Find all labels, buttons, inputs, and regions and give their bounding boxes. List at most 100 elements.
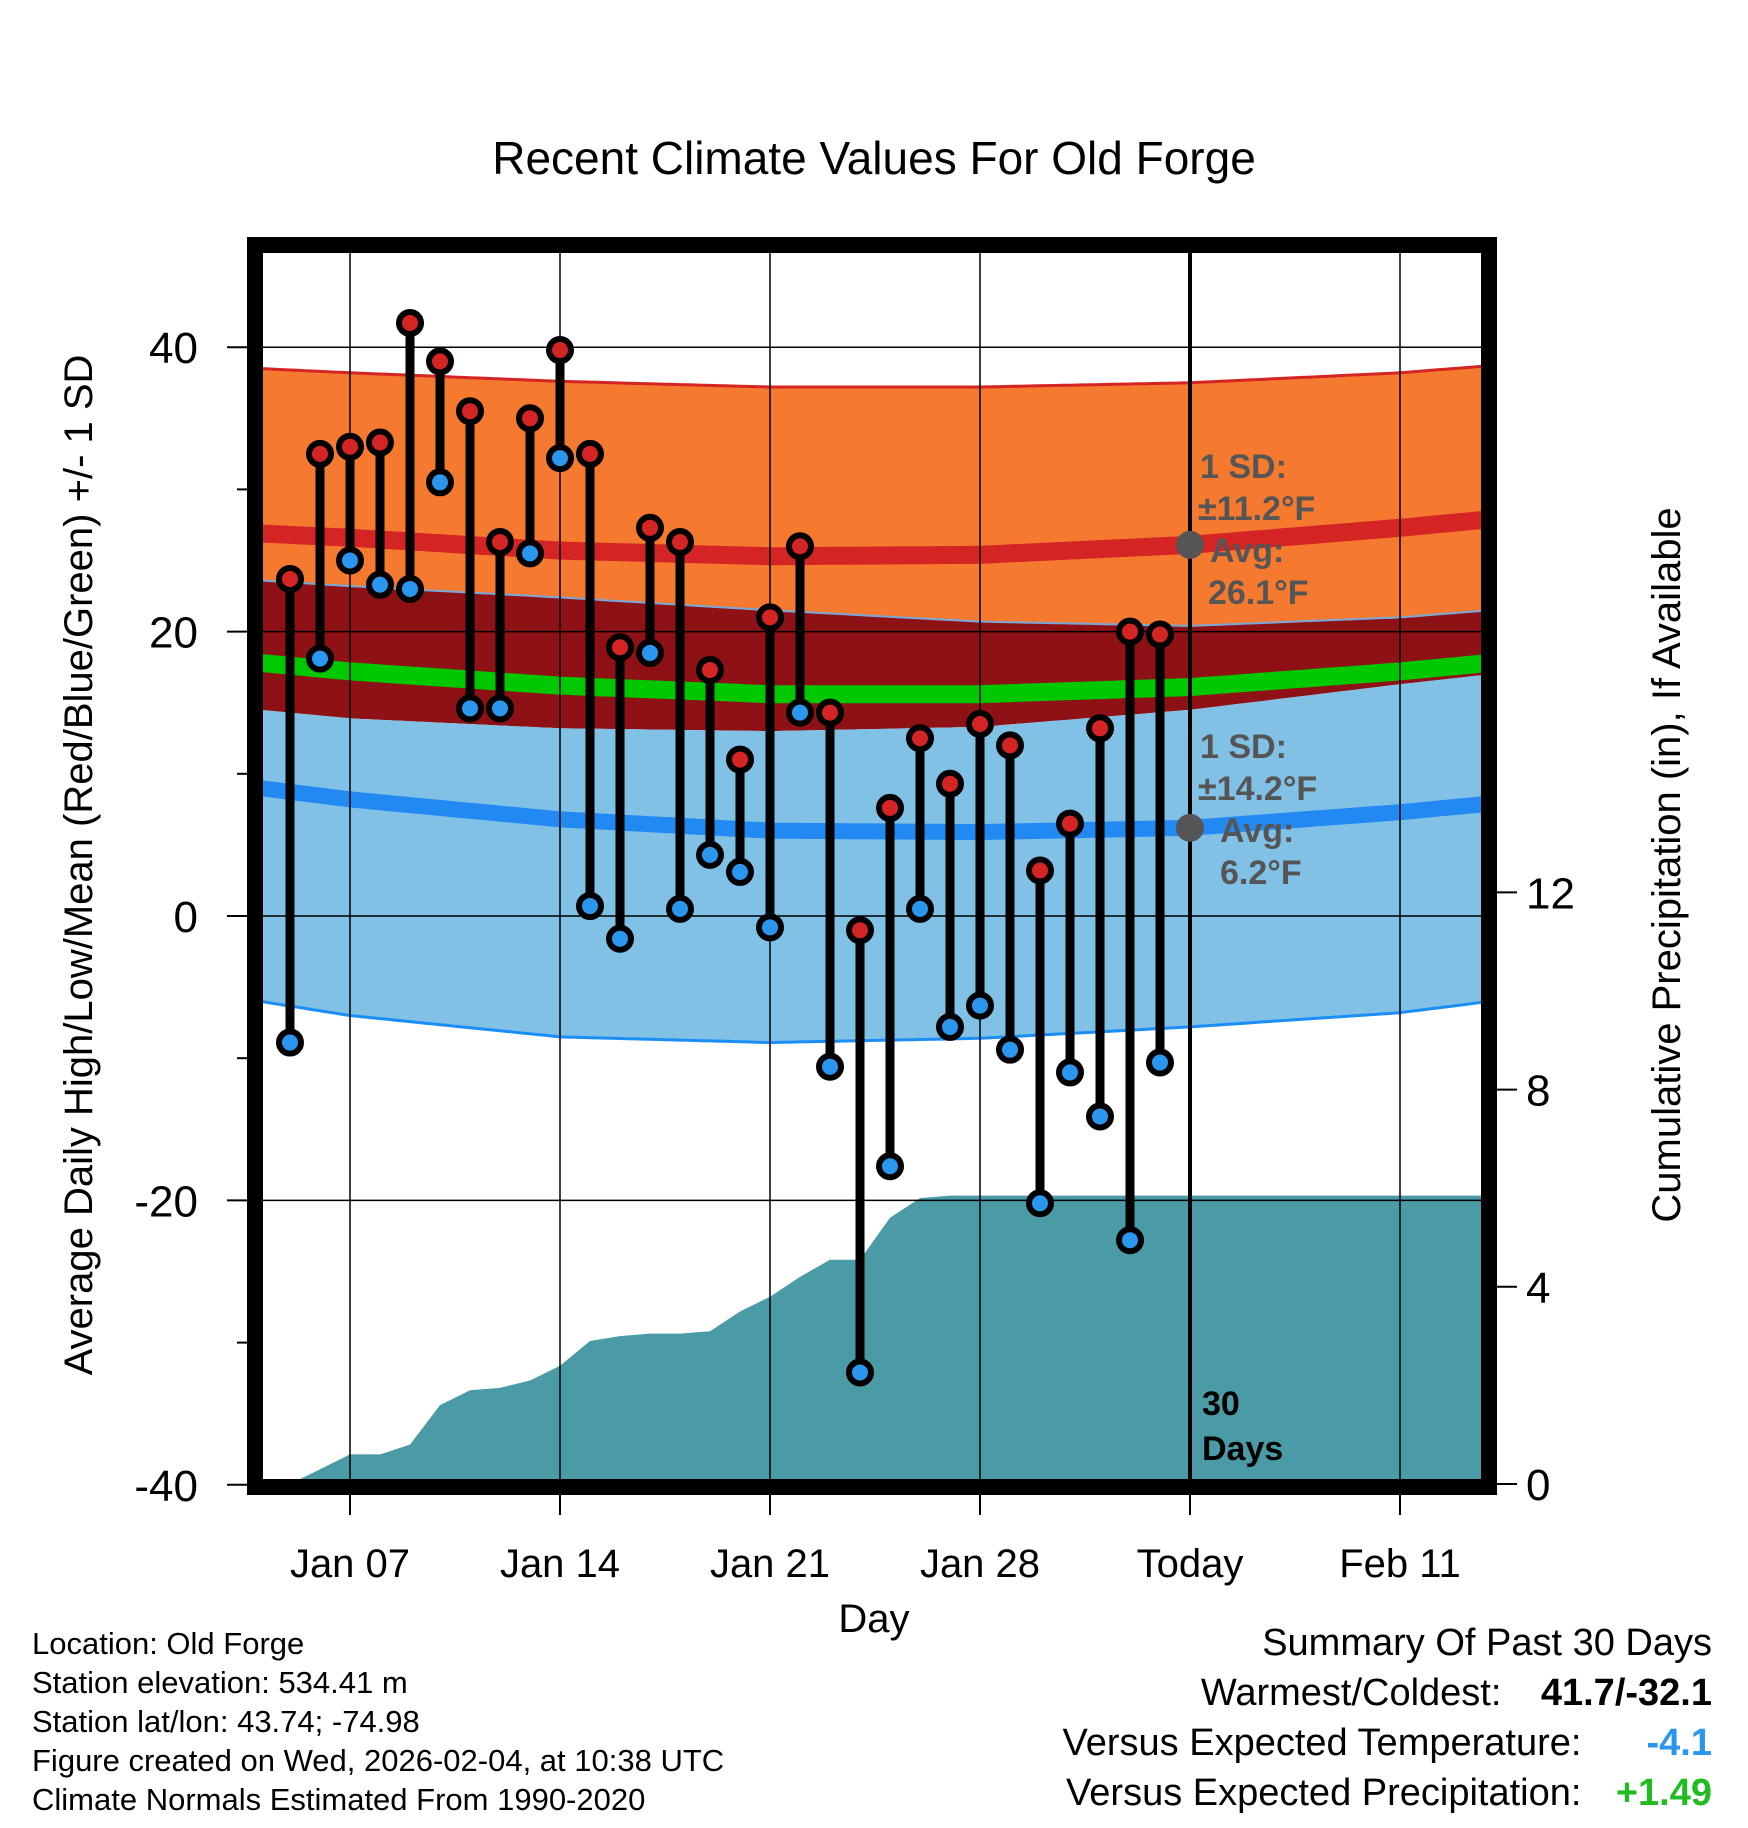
y2-tick-label: 12 <box>1526 869 1575 918</box>
daily-high-point <box>336 432 364 461</box>
summary-precip: Versus Expected Precipitation: +1.49 <box>1066 1774 1712 1812</box>
summary-temp-value: -4.1 <box>1646 1722 1712 1764</box>
daily-low-point <box>426 468 454 497</box>
daily-high-point <box>966 710 994 739</box>
daily-high-point <box>606 633 634 662</box>
summary-title: Summary Of Past 30 Days <box>1262 1622 1712 1664</box>
daily-high-point <box>456 397 484 426</box>
window-label: 30 <box>1202 1385 1240 1423</box>
daily-high-point <box>426 347 454 376</box>
y-tick-label: 40 <box>149 324 198 373</box>
info-normals: Climate Normals Estimated From 1990-2020 <box>32 1782 646 1817</box>
daily-high-point <box>906 724 934 753</box>
high-avg-marker <box>1176 530 1204 559</box>
high-avg-label: Avg: <box>1210 532 1284 570</box>
daily-high-point <box>636 513 664 542</box>
y-axis-label: Average Daily High/Low/Mean (Red/Blue/Gr… <box>57 355 101 1376</box>
daily-high-point <box>1026 856 1054 885</box>
daily-low-point <box>816 1052 844 1081</box>
normal-mean-line <box>262 654 1484 704</box>
daily-low-point <box>726 857 754 886</box>
daily-high-point <box>786 532 814 561</box>
daily-high-point <box>486 528 514 557</box>
daily-high-point <box>1056 809 1084 838</box>
x-axis-label: Day <box>838 1597 909 1641</box>
x-tick-label: Jan 14 <box>500 1542 620 1586</box>
daily-high-point <box>576 439 604 468</box>
y-tick-label: 20 <box>149 609 198 658</box>
daily-high-point <box>516 404 544 433</box>
info-latlon: Station lat/lon: 43.74; -74.98 <box>32 1704 420 1739</box>
summary-temp: Versus Expected Temperature: -4.1 <box>1063 1724 1712 1762</box>
daily-high-point <box>1146 620 1174 649</box>
daily-low-point <box>636 638 664 667</box>
high-sd-value: ±11.2°F <box>1198 490 1315 528</box>
low-sd-label: 1 SD: <box>1200 728 1287 766</box>
daily-high-point <box>546 336 574 365</box>
daily-low-point <box>1056 1058 1084 1087</box>
daily-low-point <box>1146 1048 1174 1077</box>
daily-low-point <box>756 913 784 942</box>
high-avg-value: 26.1°F <box>1208 574 1309 612</box>
precipitation-area <box>290 1195 1484 1484</box>
x-tick-label: Jan 28 <box>920 1542 1040 1586</box>
daily-low-point <box>996 1035 1024 1064</box>
daily-high-point <box>1116 617 1144 646</box>
low-avg-marker <box>1176 813 1204 842</box>
daily-high-point <box>756 603 784 632</box>
y-tick-label: -20 <box>134 1177 198 1226</box>
high-sd-band <box>262 366 1484 626</box>
y2-tick-label: 0 <box>1526 1461 1550 1510</box>
daily-low-point <box>1026 1189 1054 1218</box>
daily-low-point <box>576 892 604 921</box>
info-location: Location: Old Forge <box>32 1626 305 1661</box>
daily-high-point <box>276 564 304 593</box>
y-tick-label: -40 <box>134 1462 198 1511</box>
daily-high-point <box>726 745 754 774</box>
daily-high-point <box>936 769 964 798</box>
plot-area: 1 SD: ±11.2°F Avg: 26.1°F 1 SD: ±14.2°F Avg: 6.… <box>262 245 1484 1484</box>
daily-high-point <box>366 428 394 457</box>
info-elevation: Station elevation: 534.41 m <box>32 1665 408 1700</box>
y-tick-label: 0 <box>174 893 198 942</box>
daily-low-point <box>456 694 484 723</box>
high-lower-sd-line <box>262 579 1484 627</box>
daily-low-point <box>606 924 634 953</box>
daily-low-point <box>936 1012 964 1041</box>
summary-extremes-label: Warmest/Coldest: <box>1200 1672 1502 1714</box>
daily-low-point <box>666 894 694 923</box>
daily-low-point <box>306 644 334 673</box>
x-tick-label: Feb 11 <box>1339 1542 1461 1586</box>
daily-high-point <box>306 439 334 468</box>
daily-low-point <box>696 840 724 869</box>
daily-high-point <box>396 309 424 338</box>
daily-low-point <box>366 570 394 599</box>
x-tick-label: Jan 07 <box>290 1542 410 1586</box>
daily-low-point <box>876 1152 904 1181</box>
normal-high-line <box>262 510 1484 566</box>
low-avg-value: 6.2°F <box>1220 854 1302 892</box>
normal-low-line <box>262 780 1484 841</box>
plot-frame <box>247 237 1497 1495</box>
daily-low-point <box>846 1358 874 1387</box>
daily-high-point <box>996 731 1024 760</box>
daily-high-point <box>1086 714 1114 743</box>
daily-low-point <box>1116 1226 1144 1255</box>
daily-low-point <box>486 694 514 723</box>
chart-title: Recent Climate Values For Old Forge <box>492 132 1256 184</box>
high-sd-label: 1 SD: <box>1200 448 1287 486</box>
daily-low-point <box>276 1028 304 1057</box>
info-created: Figure created on Wed, 2026-02-04, at 10… <box>32 1743 725 1778</box>
x-tick-label: Today <box>1137 1542 1244 1586</box>
daily-low-point <box>546 444 574 473</box>
daily-high-point <box>666 528 694 557</box>
daily-low-point <box>336 546 364 575</box>
daily-low-point <box>786 698 814 727</box>
low-sd-value: ±14.2°F <box>1198 770 1317 808</box>
summary-precip-value: +1.49 <box>1615 1772 1712 1814</box>
summary-temp-label: Versus Expected Temperature: <box>1062 1722 1582 1764</box>
y2-tick-label: 4 <box>1526 1264 1550 1313</box>
daily-low-point <box>516 539 544 568</box>
x-tick-label: Jan 21 <box>710 1542 830 1586</box>
window-label: Days <box>1202 1430 1283 1468</box>
